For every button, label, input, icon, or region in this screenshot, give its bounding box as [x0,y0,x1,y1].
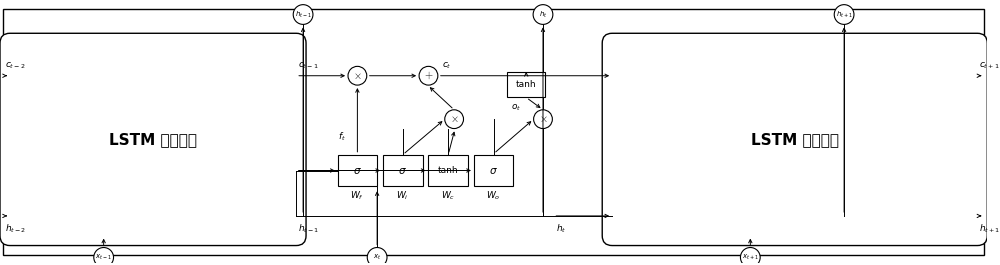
Text: $\times$: $\times$ [353,71,362,81]
Text: $x_{t+1}$: $x_{t+1}$ [742,253,759,262]
Circle shape [834,5,854,24]
Text: $\sigma$: $\sigma$ [489,166,498,175]
Text: $c_{t-2}$: $c_{t-2}$ [5,60,25,71]
Text: $c_t$: $c_t$ [442,60,451,71]
Text: $c_{t-1}$: $c_{t-1}$ [298,60,319,71]
Text: $h_{t-1}$: $h_{t-1}$ [295,10,312,20]
Text: $h_t$: $h_t$ [539,10,547,20]
Text: $+$: $+$ [424,70,433,81]
Circle shape [348,66,367,85]
FancyBboxPatch shape [383,155,423,186]
Text: $x_t$: $x_t$ [373,253,381,262]
Text: $o_t$: $o_t$ [511,103,521,113]
Text: $h_{t+1}$: $h_{t+1}$ [836,10,853,20]
Text: $\sigma$: $\sigma$ [353,166,362,175]
Text: $W_c$: $W_c$ [441,189,455,202]
Text: $h_{t-1}$: $h_{t-1}$ [298,223,320,235]
Text: $c_{t+1}$: $c_{t+1}$ [979,60,1000,71]
Circle shape [293,5,313,24]
Text: $W_f$: $W_f$ [350,189,364,202]
Text: $h_{t+1}$: $h_{t+1}$ [979,223,1000,235]
Text: LSTM 神经单元: LSTM 神经单元 [751,132,839,147]
Text: tanh: tanh [438,166,459,175]
FancyBboxPatch shape [428,155,468,186]
Text: tanh: tanh [516,80,537,89]
FancyBboxPatch shape [338,155,377,186]
Circle shape [445,110,464,129]
Text: $h_t$: $h_t$ [556,223,567,235]
Circle shape [419,66,438,85]
Circle shape [94,248,114,265]
Text: $\times$: $\times$ [539,114,547,124]
Circle shape [740,248,760,265]
FancyBboxPatch shape [507,72,545,98]
Text: $f_t$: $f_t$ [338,130,346,143]
FancyBboxPatch shape [3,8,984,255]
FancyBboxPatch shape [602,33,987,246]
Circle shape [367,248,387,265]
Circle shape [534,110,552,129]
Text: $W_o$: $W_o$ [486,189,501,202]
Text: $W_i$: $W_i$ [396,189,409,202]
Circle shape [533,5,553,24]
Text: $\times$: $\times$ [450,114,458,124]
Text: $h_{t-2}$: $h_{t-2}$ [5,223,26,235]
Text: $x_{t-1}$: $x_{t-1}$ [95,253,112,262]
Text: $\sigma$: $\sigma$ [398,166,407,175]
Text: LSTM 神经单元: LSTM 神经单元 [109,132,197,147]
FancyBboxPatch shape [0,33,306,246]
FancyBboxPatch shape [474,155,513,186]
